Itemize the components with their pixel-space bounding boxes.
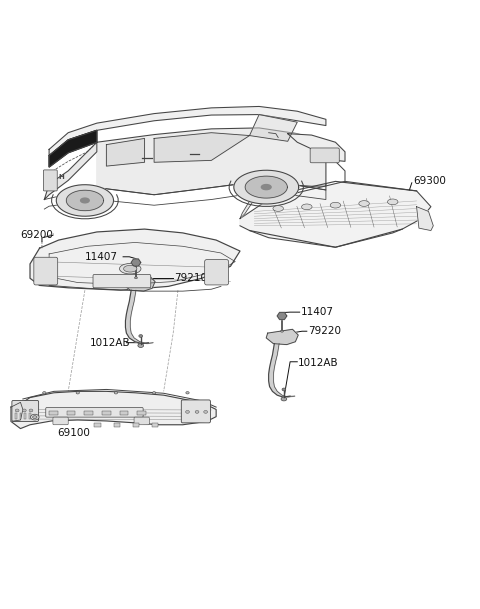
- FancyBboxPatch shape: [46, 407, 143, 417]
- Polygon shape: [417, 206, 433, 231]
- Polygon shape: [266, 329, 298, 345]
- FancyBboxPatch shape: [204, 259, 228, 285]
- FancyBboxPatch shape: [181, 400, 210, 423]
- Ellipse shape: [76, 392, 79, 394]
- Ellipse shape: [359, 200, 369, 206]
- Polygon shape: [269, 343, 295, 397]
- Polygon shape: [107, 138, 144, 166]
- Polygon shape: [49, 107, 326, 156]
- Bar: [49, 412, 58, 415]
- Polygon shape: [97, 128, 326, 195]
- FancyBboxPatch shape: [12, 401, 38, 421]
- Polygon shape: [123, 276, 155, 291]
- Text: 1012AB: 1012AB: [90, 337, 130, 348]
- Ellipse shape: [273, 206, 283, 211]
- Ellipse shape: [29, 409, 33, 412]
- Ellipse shape: [186, 392, 189, 394]
- Text: 11407: 11407: [300, 307, 334, 317]
- Polygon shape: [245, 176, 288, 198]
- Ellipse shape: [282, 388, 286, 391]
- Text: 11407: 11407: [85, 252, 118, 262]
- Polygon shape: [11, 392, 216, 429]
- Ellipse shape: [31, 414, 39, 420]
- Ellipse shape: [139, 334, 143, 337]
- Polygon shape: [250, 114, 297, 141]
- Ellipse shape: [195, 410, 199, 414]
- Bar: [20, 414, 22, 419]
- Bar: [95, 423, 101, 427]
- FancyBboxPatch shape: [310, 148, 339, 163]
- Ellipse shape: [387, 199, 398, 205]
- Ellipse shape: [33, 416, 37, 418]
- Ellipse shape: [134, 277, 137, 279]
- Ellipse shape: [281, 397, 287, 401]
- Ellipse shape: [43, 392, 46, 394]
- Ellipse shape: [114, 392, 118, 394]
- Ellipse shape: [81, 198, 89, 203]
- Ellipse shape: [120, 264, 141, 274]
- Bar: [84, 412, 93, 415]
- Ellipse shape: [138, 343, 144, 348]
- Bar: [137, 412, 146, 415]
- Bar: [152, 423, 158, 427]
- Bar: [132, 423, 139, 427]
- Polygon shape: [240, 181, 431, 247]
- Bar: [67, 412, 75, 415]
- Polygon shape: [44, 143, 97, 200]
- Ellipse shape: [15, 409, 19, 412]
- Ellipse shape: [186, 410, 190, 414]
- Ellipse shape: [123, 266, 137, 272]
- Text: H: H: [58, 174, 64, 180]
- Polygon shape: [240, 197, 254, 219]
- Ellipse shape: [23, 409, 26, 412]
- Text: 79210: 79210: [174, 273, 207, 283]
- Text: 1012AB: 1012AB: [298, 357, 339, 368]
- Polygon shape: [30, 229, 240, 290]
- Bar: [29, 414, 31, 419]
- Ellipse shape: [330, 202, 341, 208]
- FancyBboxPatch shape: [53, 417, 68, 424]
- Polygon shape: [131, 259, 141, 266]
- Ellipse shape: [153, 392, 156, 394]
- Polygon shape: [234, 171, 299, 204]
- Polygon shape: [154, 133, 250, 162]
- Text: 69200: 69200: [21, 230, 53, 241]
- Polygon shape: [49, 130, 97, 167]
- Ellipse shape: [204, 410, 207, 414]
- Polygon shape: [11, 403, 23, 421]
- FancyBboxPatch shape: [134, 417, 149, 424]
- Bar: [120, 412, 128, 415]
- Polygon shape: [125, 290, 153, 343]
- FancyBboxPatch shape: [93, 275, 151, 288]
- Polygon shape: [66, 190, 104, 211]
- FancyBboxPatch shape: [43, 170, 57, 191]
- Bar: [24, 414, 26, 419]
- Text: 79220: 79220: [308, 326, 341, 336]
- Polygon shape: [56, 185, 114, 216]
- Text: 69300: 69300: [413, 177, 445, 186]
- FancyBboxPatch shape: [34, 257, 58, 285]
- Polygon shape: [277, 312, 287, 320]
- Text: 69100: 69100: [58, 428, 91, 438]
- Bar: [114, 423, 120, 427]
- Bar: [15, 414, 17, 419]
- Ellipse shape: [262, 185, 271, 189]
- Bar: [102, 412, 111, 415]
- Polygon shape: [288, 133, 345, 161]
- Ellipse shape: [301, 204, 312, 209]
- Ellipse shape: [281, 330, 283, 332]
